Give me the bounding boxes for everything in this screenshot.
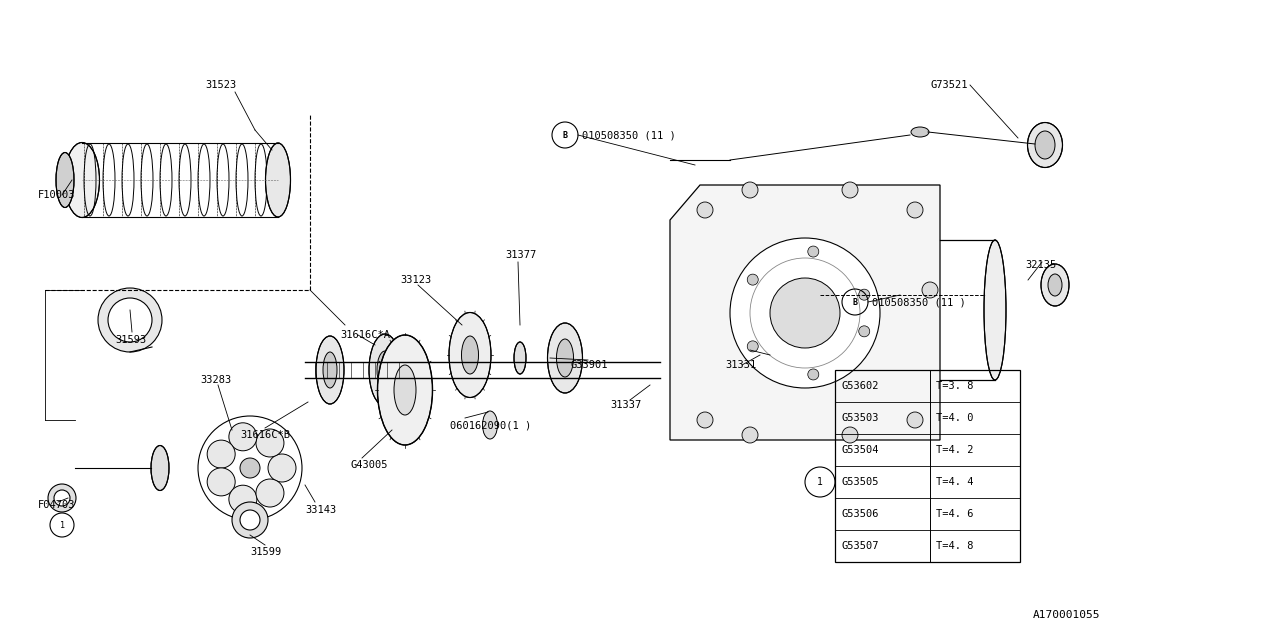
Circle shape [232,502,268,538]
Text: 31337: 31337 [611,400,641,410]
Text: 1: 1 [59,520,64,529]
Circle shape [748,341,758,352]
Circle shape [859,326,869,337]
Ellipse shape [557,339,573,377]
Circle shape [748,274,758,285]
Text: 010508350 (11 ): 010508350 (11 ) [582,130,676,140]
Text: G53507: G53507 [841,541,878,551]
Circle shape [49,484,76,512]
Ellipse shape [323,352,337,388]
Text: 31599: 31599 [250,547,282,557]
Text: G53505: G53505 [841,477,878,487]
Text: 31331: 31331 [724,360,756,370]
Circle shape [922,282,938,298]
Circle shape [229,485,257,513]
Ellipse shape [394,365,416,415]
Circle shape [842,182,858,198]
Circle shape [241,458,260,478]
Bar [835,370,1020,562]
Text: 060162090(1 ): 060162090(1 ) [451,420,531,430]
Ellipse shape [56,152,74,207]
Text: G43005: G43005 [349,460,388,470]
Ellipse shape [483,411,498,439]
Circle shape [241,510,260,530]
Ellipse shape [462,336,479,374]
Circle shape [54,490,70,506]
Circle shape [108,298,152,342]
Text: G73521: G73521 [931,80,968,90]
Text: 31593: 31593 [115,335,146,345]
Ellipse shape [265,143,291,217]
Ellipse shape [151,445,169,490]
Circle shape [771,278,840,348]
Text: 33143: 33143 [305,505,337,515]
Text: 1: 1 [817,477,823,487]
Text: B: B [852,298,858,307]
Text: T=4. 2: T=4. 2 [936,445,974,455]
Circle shape [207,468,236,496]
Text: B: B [562,131,567,140]
Text: 010508350 (11 ): 010508350 (11 ) [872,297,965,307]
Text: G53602: G53602 [841,381,878,391]
Circle shape [207,440,236,468]
Ellipse shape [378,351,393,389]
Circle shape [256,429,284,457]
Ellipse shape [1036,131,1055,159]
Text: 33123: 33123 [401,275,431,285]
Circle shape [730,238,881,388]
Circle shape [742,427,758,443]
Text: G53506: G53506 [841,509,878,519]
Text: 32135: 32135 [1025,260,1056,270]
Ellipse shape [548,323,582,393]
Text: T=4. 6: T=4. 6 [936,509,974,519]
Circle shape [808,369,819,380]
Text: T=4. 8: T=4. 8 [936,541,974,551]
Ellipse shape [1041,264,1069,306]
Polygon shape [669,185,940,440]
Ellipse shape [1048,274,1062,296]
Ellipse shape [984,240,1006,380]
Text: G53503: G53503 [841,413,878,423]
Text: G33901: G33901 [570,360,608,370]
Ellipse shape [911,127,929,137]
Circle shape [698,412,713,428]
Circle shape [256,479,284,507]
Ellipse shape [449,312,492,397]
Text: 31616C*B: 31616C*B [241,430,291,440]
Text: T=4. 4: T=4. 4 [936,477,974,487]
Circle shape [742,182,758,198]
Text: 31523: 31523 [205,80,237,90]
Circle shape [99,288,163,352]
Text: T=3. 8: T=3. 8 [936,381,974,391]
Circle shape [908,202,923,218]
Text: F04703: F04703 [38,500,76,510]
Circle shape [698,202,713,218]
Text: A170001055: A170001055 [1033,610,1100,620]
Circle shape [859,289,869,300]
Text: G53504: G53504 [841,445,878,455]
Text: 33283: 33283 [200,375,232,385]
Ellipse shape [316,336,344,404]
Text: T=4. 0: T=4. 0 [936,413,974,423]
Text: 31616C*A: 31616C*A [340,330,390,340]
Ellipse shape [378,335,433,445]
Circle shape [229,423,257,451]
Ellipse shape [369,334,401,406]
Circle shape [908,412,923,428]
Circle shape [842,427,858,443]
Ellipse shape [515,342,526,374]
Circle shape [268,454,296,482]
Ellipse shape [1028,122,1062,168]
Text: 31377: 31377 [506,250,536,260]
Circle shape [808,246,819,257]
Ellipse shape [64,143,100,218]
Text: F10003: F10003 [38,190,76,200]
